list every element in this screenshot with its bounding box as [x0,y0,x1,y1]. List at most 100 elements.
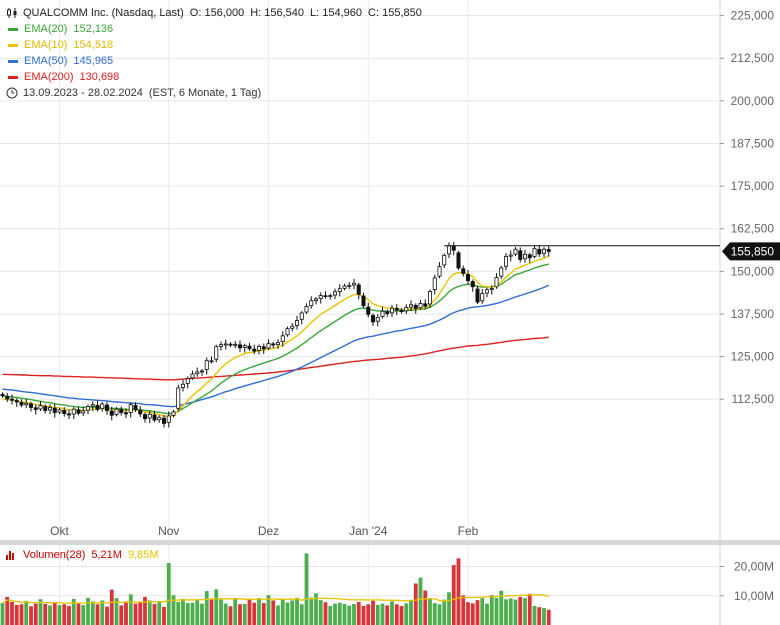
candle-body [513,248,518,255]
ema200-swatch [8,75,18,79]
legend-ema20: EMA(20) 152,136 [6,21,428,37]
candle-body [157,416,162,421]
candle-body [489,288,494,290]
volume-grid: 20,00M 10,00M [0,545,774,625]
candle-body [228,343,233,346]
close-value: C: 155,850 [368,7,422,19]
volume-bar [546,609,551,625]
volume-bar [90,601,95,625]
candle-body [195,371,200,375]
volume-bar [247,599,252,625]
x-tick-label: Jan '24 [349,524,388,538]
volume-bar [299,604,304,625]
volume-bar [67,606,71,625]
candle-body [432,277,437,290]
candle-body [275,342,280,346]
candle-body [366,306,371,315]
volume-bar [413,583,418,625]
volume-bar [261,603,266,625]
candle-body [527,254,532,259]
volume-bar [24,601,29,625]
candle-body [356,284,361,295]
volume-value: 5,21M [91,549,122,561]
ema20-swatch [8,27,18,31]
volume-bar [475,600,480,625]
candle-body [5,395,10,400]
volume-bar [295,597,299,625]
last-price-label: 155,850 [731,244,775,258]
candle-body [389,307,394,314]
volume-icon [6,550,18,560]
candle-body [375,317,380,322]
candle-body [294,320,299,326]
clock-icon [6,87,18,99]
volume-bar [5,596,10,625]
volume-bar [494,597,499,625]
volume-bar [485,603,489,625]
low-value: L: 154,960 [310,7,363,19]
candle-body [204,360,209,370]
candle-body [465,274,470,281]
candle-body [43,406,48,411]
candle-body [318,295,323,299]
volume-average-line [2,594,549,604]
candle-body [199,370,204,373]
candle-body [456,252,461,269]
candle-body [176,387,181,409]
y-tick-label: 150,000 [731,264,775,278]
candle-body [90,404,95,407]
y-axis: 225,000 212,500 200,000 187,500 175,000 162,5… [720,9,775,406]
volume-bar [10,601,14,625]
volume-bar [461,595,466,625]
ema10-line [2,255,550,417]
volume-bar [489,595,494,625]
candle-body [124,412,129,415]
candle-body [542,248,547,254]
high-value: H: 156,540 [250,7,305,19]
candle-body [133,405,138,411]
ema200-value: 130,698 [79,71,120,83]
candle-body [446,245,451,255]
volume-tick-label: 20,00M [734,560,774,574]
volume-bar [309,597,314,625]
candle-body [33,407,38,410]
ema50-label: EMA(50) [24,55,68,67]
volume-bar [100,600,105,625]
volume-bar [57,605,62,625]
volume-bar [356,601,361,625]
candle-body [261,346,266,350]
candle-body [475,288,480,303]
ema50-value: 145,965 [73,55,114,67]
candle-body [537,248,542,255]
candle-body [309,300,314,307]
x-tick-label: Dez [258,524,279,538]
candle-body [57,409,62,413]
volume-bar [219,599,223,625]
candle-body [38,405,43,410]
candlestick-icon [7,8,17,18]
ema200-line [2,336,549,381]
volume-bar [513,599,518,625]
candle-body [147,413,152,419]
candle-body [128,404,133,413]
volume-average-value: 9,85M [127,549,159,561]
candle-body [67,413,72,416]
candle-body [28,403,33,408]
volume-bar [176,601,181,625]
volume-bar [228,606,233,625]
y-tick-label: 125,000 [731,350,775,364]
volume-bar [399,606,404,625]
candle-body [427,291,432,305]
candle-body [347,284,352,287]
volume-average-line-stroke [2,594,549,604]
candle-body [247,345,252,350]
ema10-swatch [8,43,18,47]
volume-bar [456,558,461,625]
y-tick-label: 162,500 [731,222,775,236]
volume-bar [366,604,371,625]
volume-bar [508,598,513,625]
ema10-label: EMA(10) [24,39,68,51]
candle-body [480,293,485,302]
volume-bar [252,602,257,625]
volume-bar [171,595,176,625]
